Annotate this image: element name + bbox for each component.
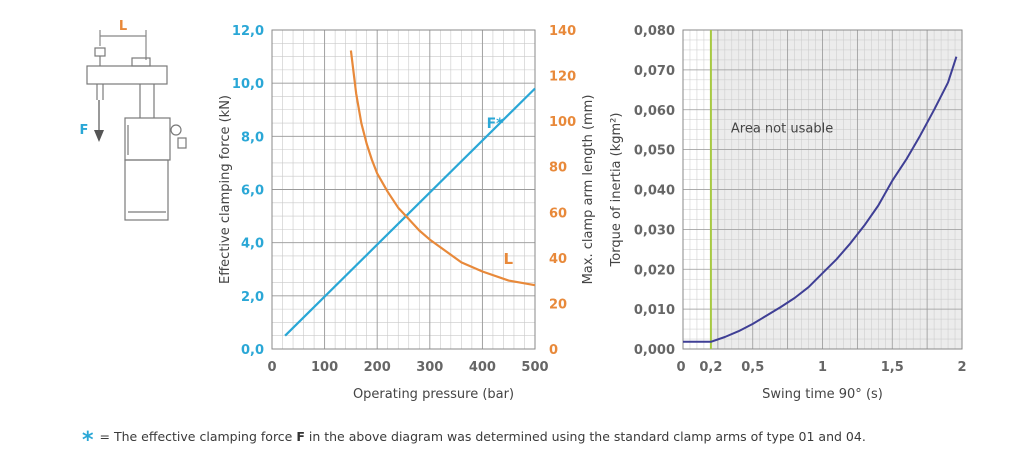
- x-tick-label: 1: [818, 360, 827, 375]
- schematic-l-label: L: [119, 19, 127, 34]
- y-tick-label: 0,080: [634, 24, 675, 39]
- y-tick-label: 0,050: [634, 144, 675, 159]
- footnote-text-after: in the above diagram was determined usin…: [304, 429, 866, 444]
- y-tick-label-right: 20: [549, 297, 567, 312]
- y-tick-label-right: 100: [549, 115, 576, 130]
- series-label-f: F*: [487, 116, 505, 132]
- y-tick-label-left: 8,0: [241, 130, 264, 145]
- footnote-bold-f: F: [296, 429, 305, 444]
- y-axis-label-left: Effective clamping force (kN): [218, 95, 233, 284]
- y-tick-label: 0,060: [634, 104, 675, 119]
- plot-frame: [682, 29, 963, 350]
- x-tick-label: 400: [469, 360, 496, 375]
- plot-frame: [271, 29, 536, 350]
- y-tick-label-right: 0: [549, 343, 558, 358]
- y-tick-label-right: 140: [549, 24, 576, 39]
- y-axis-label: Torque of inertia (kgm²): [609, 113, 624, 268]
- y-tick-label-left: 4,0: [241, 237, 264, 252]
- y-tick-label: 0,030: [634, 223, 675, 238]
- y-tick-label-right: 80: [549, 161, 567, 176]
- y-tick-label: 0,070: [634, 64, 675, 79]
- series-line-l: [349, 50, 536, 287]
- series-line-f: [284, 87, 536, 337]
- y-tick-label-left: 2,0: [241, 290, 264, 305]
- series-label-l: L: [503, 250, 513, 268]
- x-tick-label: 200: [364, 360, 391, 375]
- x-tick-label: 0,5: [741, 360, 764, 375]
- x-tick-label: 500: [521, 360, 548, 375]
- force-arrow: [94, 100, 104, 142]
- footnote: * = The effective clamping force F in th…: [82, 428, 866, 453]
- clamp-schematic: [86, 30, 187, 221]
- x-tick-label: 0: [676, 360, 685, 375]
- y-tick-label-left: 6,0: [241, 184, 264, 199]
- x-axis-label: Swing time 90° (s): [762, 387, 883, 402]
- y-axis-label-right: Max. clamp arm length (mm): [581, 95, 596, 285]
- y-tick-label: 0,020: [634, 263, 675, 278]
- schematic-f-label: F: [80, 123, 89, 138]
- footnote-asterisk: *: [82, 428, 94, 453]
- x-axis-label: Operating pressure (bar): [353, 387, 514, 402]
- x-tick-label: 0: [267, 360, 276, 375]
- x-tick-label: 2: [957, 360, 966, 375]
- x-tick-label: 1,5: [881, 360, 904, 375]
- y-tick-label-left: 12,0: [232, 24, 264, 39]
- y-tick-label: 0,000: [634, 343, 675, 358]
- y-tick-label-right: 120: [549, 70, 576, 85]
- x-tick-label: 100: [311, 360, 338, 375]
- y-tick-label-right: 60: [549, 206, 567, 221]
- y-tick-label-left: 0,0: [241, 343, 264, 358]
- chart-swing-time: 0 0,2 0,5 1 1,5 2 0,000 0,010 0,020 0,030 0,040 0,0…: [609, 24, 967, 402]
- annotation-area-not-usable: Area not usable: [731, 121, 833, 136]
- x-tick-label: 0,2: [699, 360, 722, 375]
- y-tick-label-left: 10,0: [232, 77, 264, 92]
- series-line-torque: [683, 56, 958, 343]
- y-tick-label-right: 40: [549, 252, 567, 267]
- y-tick-label: 0,010: [634, 303, 675, 318]
- y-tick-label: 0,040: [634, 184, 675, 199]
- chart-pressure: 0 100 200 300 400 500 0,0 2,0 4,0 6,0 8,0 10,0 12,0 0…: [218, 24, 596, 402]
- footnote-text-before: = The effective clamping force: [99, 429, 297, 444]
- x-tick-label: 300: [416, 360, 443, 375]
